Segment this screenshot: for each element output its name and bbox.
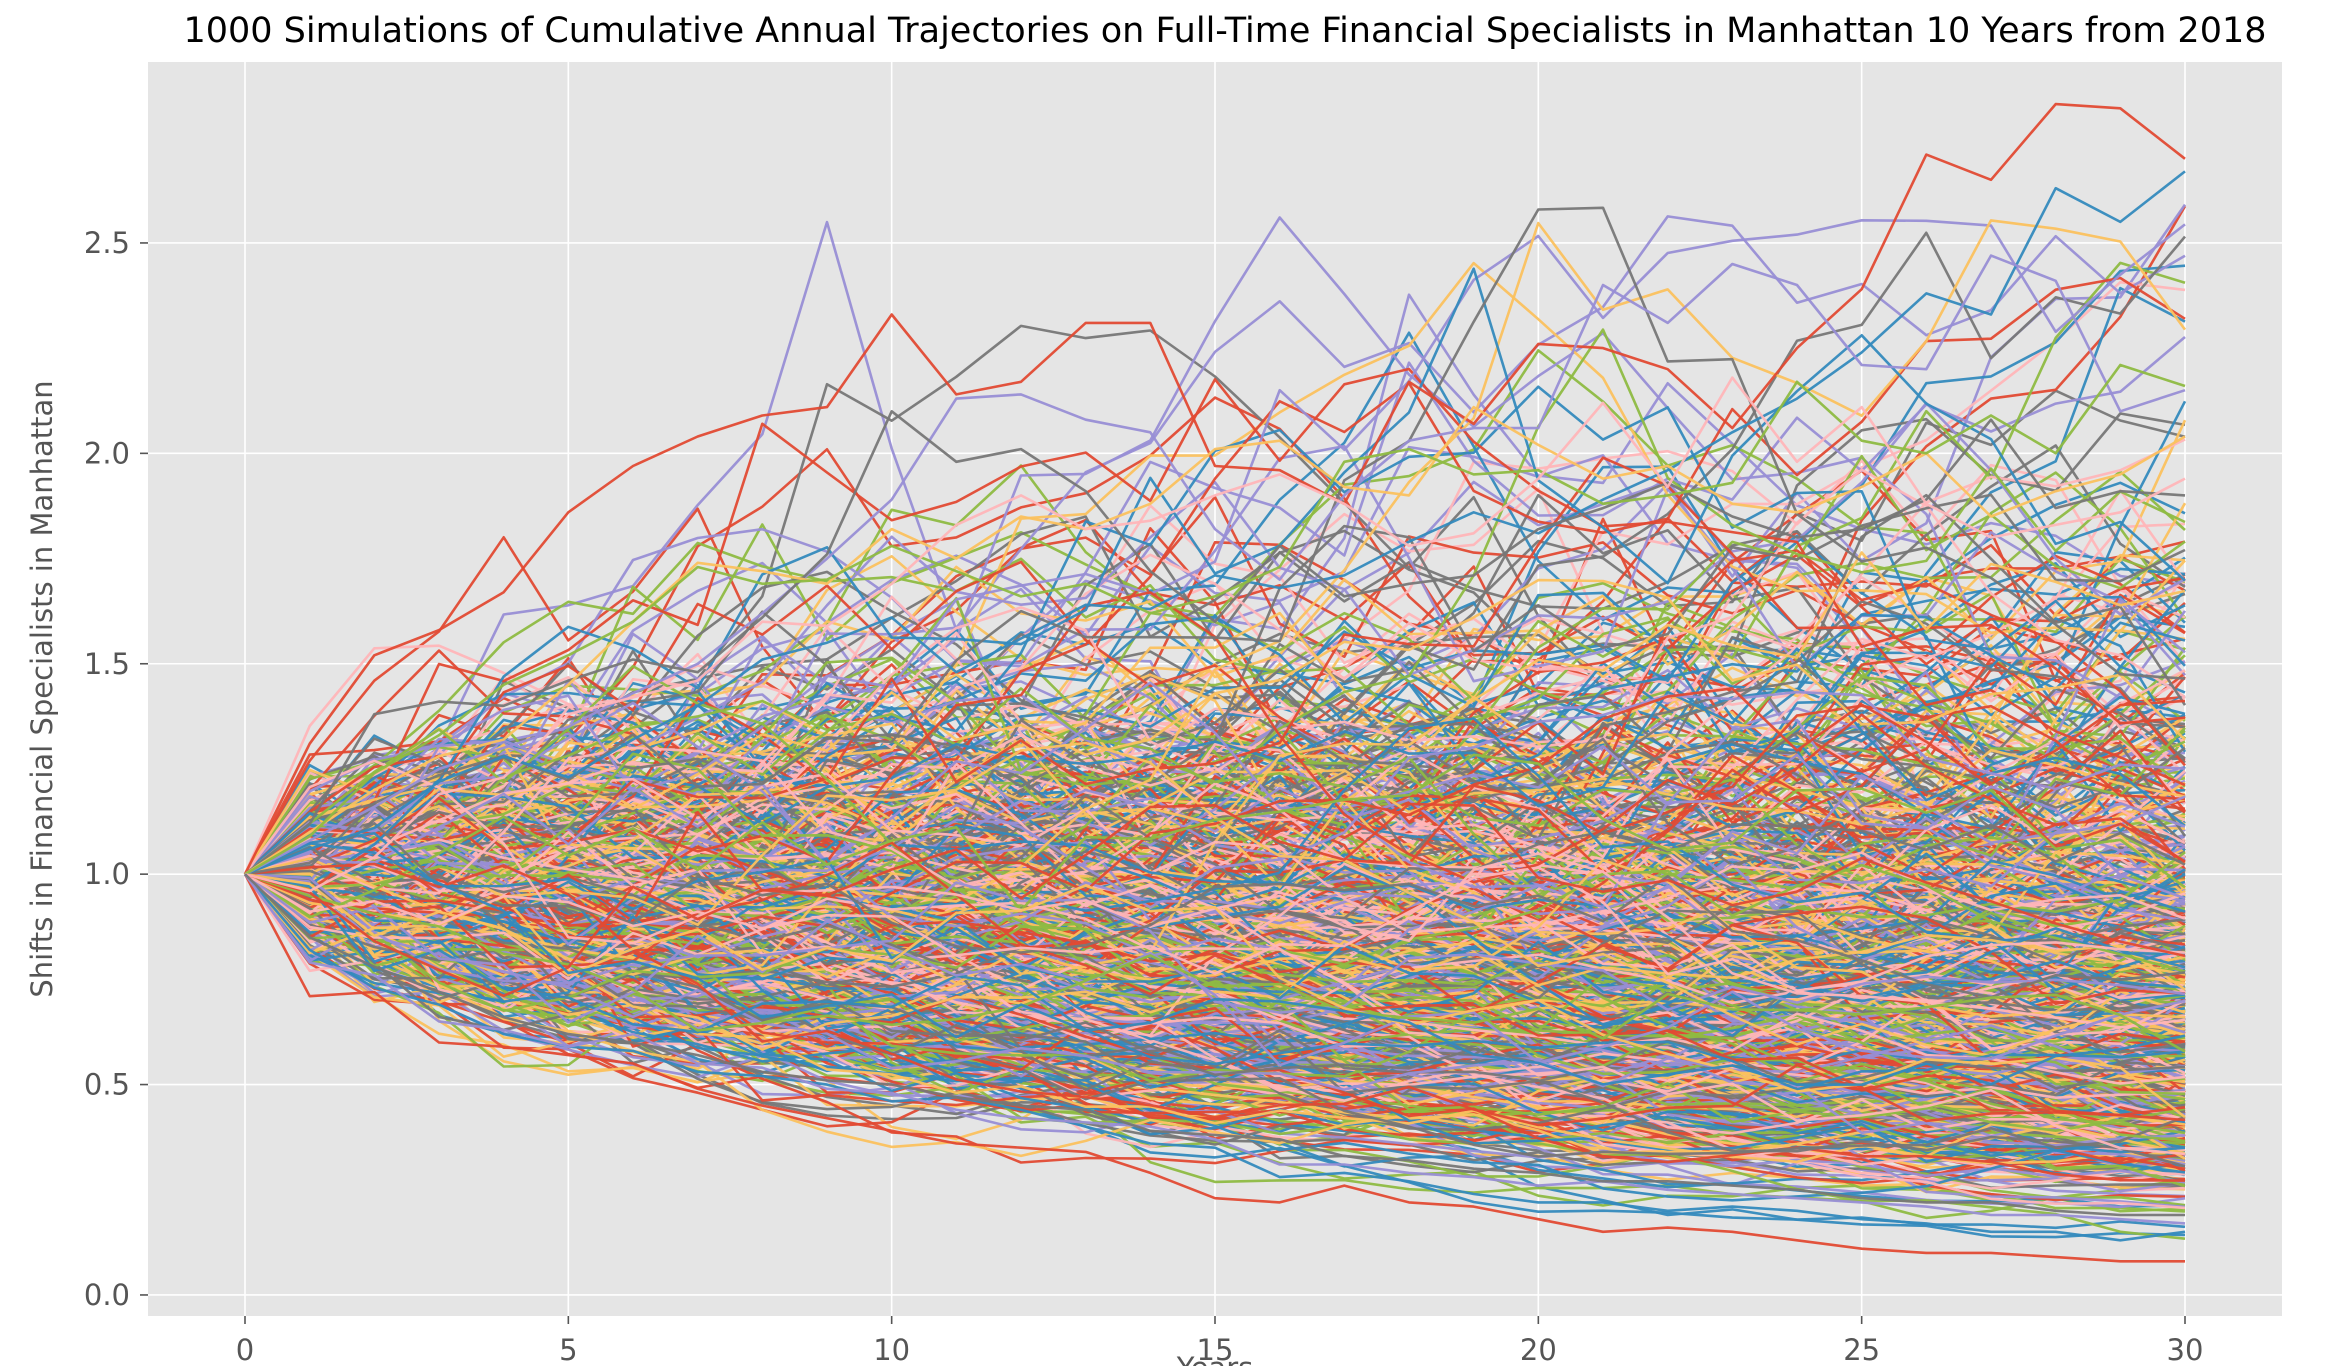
simulation-line-834: [244, 549, 2186, 877]
y-tick-label: 1.5: [84, 647, 130, 681]
simulation-line-963: [244, 846, 2186, 1168]
simulation-line-931: [244, 826, 2186, 1103]
simulation-line-919: [244, 792, 2186, 986]
simulation-line-890: [244, 367, 2186, 876]
simulation-line-969: [244, 872, 2186, 1091]
y-tick-label: 0.0: [84, 1278, 130, 1312]
simulation-line-993: [244, 409, 2186, 876]
simulation-line-844: [244, 740, 2186, 939]
simulation-line-955: [244, 690, 2186, 946]
simulation-line-531: [244, 470, 2186, 920]
x-tick-label: 10: [873, 1333, 910, 1366]
simulation-line-877: [244, 857, 2186, 1104]
axis-ticks: 0 5 10 15 20 25 30 0.0 0.5 1.0 1.5 2.0 2.5: [84, 226, 2204, 1366]
simulation-line-715: [243, 649, 2186, 913]
simulation-line-973: [244, 873, 2186, 1085]
simulation-line-986: [244, 872, 2186, 1053]
x-tick-label: 5: [559, 1333, 577, 1366]
simulation-line-967: [244, 810, 2186, 1015]
simulation-line-968: [244, 717, 2186, 1003]
simulation-line-469: [244, 576, 2186, 908]
simulation-line-670: [244, 758, 2186, 922]
y-axis-label: Shifts in Financial Specialists in Manha…: [25, 380, 59, 997]
y-tick-label: 2.0: [84, 436, 130, 470]
x-tick-label: 30: [2167, 1333, 2204, 1366]
chart-title: 1000 Simulations of Cumulative Annual Tr…: [183, 11, 2266, 51]
y-tick-label: 0.5: [84, 1068, 130, 1102]
simulation-line-904: [244, 859, 2186, 1036]
simulation-line-872: [244, 837, 2186, 1068]
simulation-line-721: [244, 553, 2186, 876]
simulation-line-988: [244, 802, 2186, 998]
simulation-line-983: [244, 873, 2186, 1067]
simulation-line-987: [244, 866, 2186, 992]
simulation-line-989: [244, 841, 2186, 1086]
simulation-line-819: [244, 829, 2186, 1033]
simulation-line-991: [244, 170, 2186, 876]
x-tick-label: 15: [1197, 1333, 1234, 1366]
x-axis-label: Years: [1176, 1351, 1254, 1366]
y-tick-label: 2.5: [84, 226, 130, 260]
simulation-line-984: [244, 821, 2186, 999]
simulation-line-999: [243, 873, 2186, 1225]
simulation-line-657: [244, 541, 2186, 876]
simulation-line-970: [244, 872, 2186, 1086]
x-tick-label: 25: [1843, 1333, 1880, 1366]
simulation-line-948: [244, 681, 2186, 889]
simulation-line-962: [244, 753, 2186, 992]
simulation-line-864: [244, 789, 2186, 1069]
simulation-line-992: [244, 254, 2186, 876]
simulation-line-997: [243, 873, 2185, 1263]
x-tick-label: 0: [236, 1333, 254, 1366]
simulation-lines: [243, 102, 2187, 1263]
simulation-line-995: [244, 363, 2186, 876]
simulation-line-996: [244, 376, 2186, 893]
simulation-line-981: [244, 862, 2186, 1127]
x-tick-label: 20: [1520, 1333, 1557, 1366]
simulation-line-875: [243, 438, 2186, 973]
simulation-line-927: [243, 219, 2186, 875]
y-tick-label: 1.0: [84, 857, 130, 891]
simulation-line-971: [244, 857, 2186, 991]
simulation-line-803: [244, 261, 2186, 876]
simulation-line-949: [244, 873, 2186, 1158]
simulation-line-917: [244, 779, 2186, 923]
simulation-line-944: [244, 842, 2186, 1096]
simulation-line-975: [244, 831, 2186, 1037]
simulation-line-978: [243, 741, 2186, 1057]
simulation-line-976: [244, 872, 2186, 1014]
simulation-line-990: [243, 102, 2186, 875]
simulation-line-1000: [244, 873, 2185, 1217]
simulation-line-994: [244, 405, 2186, 876]
simulation-line-961: [244, 267, 2186, 886]
simulation-line-982: [244, 872, 2186, 1091]
simulation-line-977: [244, 206, 2186, 876]
simulation-line-964: [244, 858, 2186, 1051]
simulation-line-952: [244, 772, 2186, 934]
simulation-line-979: [244, 753, 2186, 919]
